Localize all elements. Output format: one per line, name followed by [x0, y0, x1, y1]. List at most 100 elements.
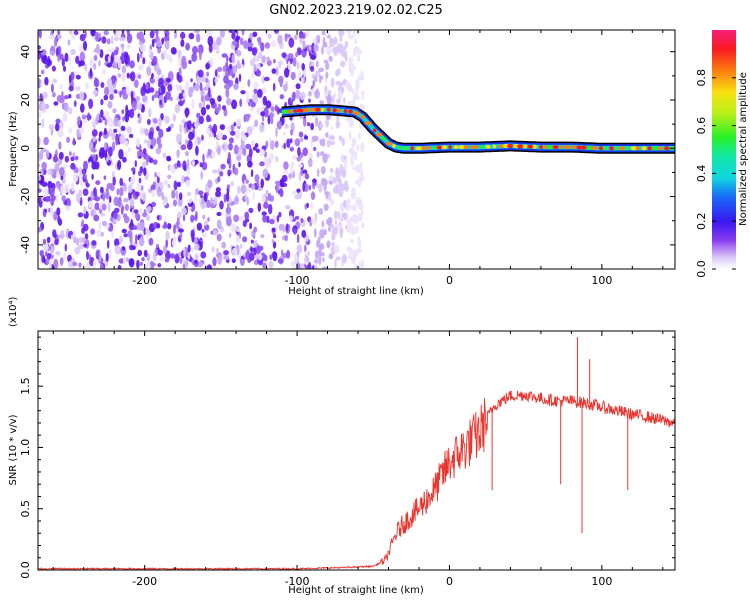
spectrogram-noise-blob: [85, 182, 90, 188]
spectrogram-noise-blob: [44, 208, 48, 213]
spectrogram-noise-blob: [100, 263, 104, 269]
spectrogram-noise-blob: [137, 249, 142, 257]
spectrogram-noise-blob: [41, 161, 47, 171]
spectrogram-noise-blob: [234, 167, 239, 176]
spectrogram-noise-blob: [161, 85, 166, 95]
spectrogram-noise-blob: [357, 177, 361, 188]
spectrogram-noise-blob: [128, 133, 134, 138]
spectrogram-noise-blob: [176, 133, 182, 144]
spectrogram-noise-blob: [237, 185, 241, 195]
spectrogram-noise-blob: [84, 233, 89, 240]
spectrogram-noise-blob: [101, 68, 106, 75]
spectrogram-noise-blob: [178, 228, 184, 233]
spectrogram-noise-blob: [271, 239, 275, 244]
spectrogram-noise-blob: [113, 117, 119, 127]
spectrogram-noise-blob: [228, 137, 234, 144]
spectrogram-noise-blob: [81, 219, 85, 228]
spectrogram-noise-blob: [115, 136, 119, 146]
spectrogram-noise-blob: [180, 144, 187, 151]
spectrogram-noise-blob: [216, 66, 223, 72]
spectrogram-noise-blob: [167, 223, 172, 230]
colorbar: 0.0 0.2 0.4 0.6 0.8 Normalized spectral ampl…: [695, 30, 749, 278]
spectrogram-noise-blob: [257, 202, 262, 212]
spectrogram-noise-blob: [232, 65, 238, 75]
spectrogram-noise-blob: [277, 258, 284, 264]
spectrogram-noise-blob: [268, 203, 273, 215]
spectrogram-noise-blob: [44, 76, 49, 86]
spectrogram-noise-blob: [328, 135, 335, 140]
spectrogram-noise-blob: [350, 100, 356, 107]
spectrogram-noise-blob: [108, 248, 112, 259]
spectrogram-noise-blob: [222, 65, 227, 73]
spectrogram-noise-blob: [109, 85, 115, 95]
spectrogram-noise-blob: [142, 95, 148, 103]
signal-trace-peak: [480, 145, 484, 149]
spectrogram-noise-blob: [167, 174, 172, 180]
spectrogram-noise-blob: [57, 54, 61, 63]
spectrogram-noise-blob: [242, 147, 247, 156]
spectrogram-noise-blob: [315, 89, 319, 96]
spectrogram-noise-blob: [327, 226, 331, 232]
spectrogram-noise-blob: [86, 250, 89, 261]
spectrogram-noise-blob: [351, 142, 355, 148]
spectrogram-noise-blob: [249, 59, 255, 67]
spectrogram-noise-blob: [263, 107, 269, 118]
spectrogram-noise-blob: [342, 78, 346, 86]
spectrogram-noise-blob: [283, 161, 289, 170]
spectrogram-noise-blob: [250, 169, 254, 178]
spectrogram-noise-blob: [304, 135, 309, 140]
spectrogram-noise-blob: [120, 206, 124, 215]
spectrogram-noise-blob: [165, 54, 172, 60]
spectrogram-noise-blob: [165, 91, 172, 100]
spectrogram-noise-blob: [206, 264, 213, 269]
spectrogram-noise-blob: [328, 253, 334, 260]
spectrogram-noise-blob: [134, 160, 137, 168]
spectrogram-noise-blob: [244, 211, 249, 220]
spectrogram-noise-blob: [68, 93, 72, 99]
spectrogram-noise-blob: [127, 184, 133, 194]
spectrogram-noise-blob: [182, 160, 187, 171]
spectrogram-noise-blob: [209, 98, 216, 105]
spectrogram-noise-blob: [58, 167, 65, 176]
spectrogram-noise-blob: [179, 192, 183, 201]
spectrogram-noise-blob: [112, 108, 117, 114]
spectrogram-noise-blob: [177, 211, 182, 219]
spectrogram-noise-blob: [279, 78, 283, 88]
spectrogram-noise-blob: [144, 139, 148, 144]
spectrogram-noise-blob: [223, 194, 227, 203]
spectrogram-noise-blob: [169, 165, 175, 173]
spectrogram-noise-blob: [279, 187, 283, 198]
spectrogram-noise-blob: [350, 204, 357, 211]
spectrogram-noise-blob: [260, 178, 265, 189]
spectrogram-noise-blob: [325, 30, 329, 38]
spectrogram-noise-blob: [198, 115, 204, 125]
spectrogram-noise-blob: [344, 40, 349, 49]
spectrogram-noise-blob: [82, 40, 88, 51]
spectrogram-noise-blob: [139, 191, 143, 197]
spectrogram-noise-blob: [173, 224, 176, 235]
signal-trace-peak: [421, 146, 426, 151]
spectrogram-noise-blob: [138, 31, 145, 41]
spectrogram-noise-blob: [140, 185, 144, 191]
spectrogram-noise-blob: [350, 239, 354, 244]
spectrogram-noise-blob: [353, 263, 359, 269]
snr-x-tick-label: -200: [132, 575, 157, 588]
spectrogram-noise-blob: [136, 101, 143, 111]
spectrogram-noise-blob: [156, 125, 160, 132]
spectrogram-noise-blob: [230, 130, 236, 136]
spectrogram-noise-blob: [187, 198, 193, 204]
spectrogram-noise-blob: [91, 129, 98, 137]
spectrogram-noise-blob: [66, 136, 70, 143]
signal-trace-peak: [527, 144, 534, 149]
spectrogram-noise-blob: [289, 146, 294, 152]
spectrogram-noise-blob: [249, 222, 253, 230]
spectrogram-noise-blob: [358, 213, 363, 221]
spectrogram-noise-blob: [103, 142, 107, 151]
spectrogram-noise-blob: [199, 82, 203, 92]
spectrogram-noise-blob: [179, 123, 183, 134]
spectrogram-noise-blob: [114, 207, 120, 214]
spectrogram-noise-blob: [259, 161, 265, 167]
spectrogram-noise-blob: [122, 156, 127, 163]
spectrogram-noise-blob: [206, 71, 210, 77]
signal-trace-peak: [398, 145, 402, 150]
